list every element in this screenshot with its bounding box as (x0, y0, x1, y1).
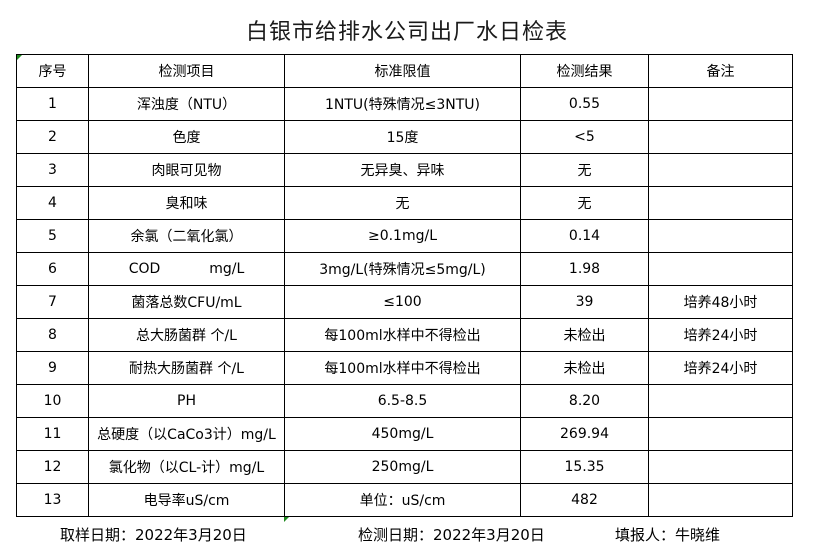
standard-limit-cell: 单位：uS/cm (284, 483, 521, 517)
test-result-cell: 15.35 (520, 450, 649, 484)
standard-limit-cell: 6.5-8.5 (284, 384, 521, 418)
table-row: 9 耐热大肠菌群 个/L 每100ml水样中不得检出 未检出 培养24小时 (16, 351, 793, 385)
column-header: 序号 (16, 54, 89, 88)
remark-cell (648, 450, 793, 484)
remark-cell (648, 219, 793, 253)
table-row: 2 色度 15度 <5 (16, 120, 793, 154)
remark-cell (648, 417, 793, 451)
table-row: 1 浑浊度（NTU） 1NTU(特殊情况≤3NTU) 0.55 (16, 87, 793, 121)
row-number-cell: 2 (16, 120, 89, 154)
row-number-cell: 12 (16, 450, 89, 484)
remark-cell (648, 153, 793, 187)
test-item-cell: 余氯（二氧化氯） (88, 219, 285, 253)
standard-limit-cell: 15度 (284, 120, 521, 154)
test-result-cell: 未检出 (520, 318, 649, 352)
column-header: 检测项目 (88, 54, 285, 88)
table-row: 11 总硬度（以CaCo3计）mg/L 450mg/L 269.94 (16, 417, 793, 451)
table-row: 6 COD mg/L 3mg/L(特殊情况≤5mg/L) 1.98 (16, 252, 793, 286)
test-result-cell: 0.14 (520, 219, 649, 253)
test-item-cell: 浑浊度（NTU） (88, 87, 285, 121)
row-number-cell: 11 (16, 417, 89, 451)
cell-marker (284, 517, 289, 522)
standard-limit-cell: ≥0.1mg/L (284, 219, 521, 253)
table-row: 10 PH 6.5-8.5 8.20 (16, 384, 793, 418)
row-number-cell: 4 (16, 186, 89, 220)
test-result-cell: 无 (520, 153, 649, 187)
test-item-cell: 电导率uS/cm (88, 483, 285, 517)
standard-limit-cell: 每100ml水样中不得检出 (284, 318, 521, 352)
test-item-cell: 耐热大肠菌群 个/L (88, 351, 285, 385)
inspection-table: 序号 检测项目 标准限值 检测结果 备注 1 浑浊度（NTU） 1NTU(特殊情况≤3NTU… (16, 54, 793, 517)
test-result-cell: 8.20 (520, 384, 649, 418)
row-number-cell: 3 (16, 153, 89, 187)
standard-limit-cell: 1NTU(特殊情况≤3NTU) (284, 87, 521, 121)
row-number-cell: 5 (16, 219, 89, 253)
table-row: 12 氯化物（以CL-计）mg/L 250mg/L 15.35 (16, 450, 793, 484)
test-result-cell: 0.55 (520, 87, 649, 121)
remark-cell (648, 186, 793, 220)
table-row: 4 臭和味无无 (16, 186, 793, 220)
test-result-cell: <5 (520, 120, 649, 154)
test-item-cell: COD mg/L (88, 252, 285, 286)
standard-limit-cell: 250mg/L (284, 450, 521, 484)
report-title: 白银市给排水公司出厂水日检表 (245, 20, 568, 45)
remark-cell (648, 384, 793, 418)
row-number-cell: 13 (16, 483, 89, 517)
test-item-cell: 肉眼可见物 (88, 153, 285, 187)
test-item-cell: 氯化物（以CL-计）mg/L (88, 450, 285, 484)
column-header: 检测结果 (520, 54, 649, 88)
reporter: 填报人：牛晓维 (615, 526, 721, 544)
test-item-cell: 总大肠菌群 个/L (88, 318, 285, 352)
standard-limit-cell: 450mg/L (284, 417, 521, 451)
remark-cell: 培养24小时 (648, 351, 793, 385)
sample-date: 取样日期：2022年3月20日 (60, 526, 247, 544)
table-row: 3 肉眼可见物 无异臭、异味无 (16, 153, 793, 187)
row-number-cell: 9 (16, 351, 89, 385)
table-header-row: 序号 检测项目 标准限值 检测结果 备注 (16, 54, 793, 88)
table-row: 8 总大肠菌群 个/L 每100ml水样中不得检出 未检出 培养24小时 (16, 318, 793, 352)
standard-limit-cell: 3mg/L(特殊情况≤5mg/L) (284, 252, 521, 286)
test-item-cell: 总硬度（以CaCo3计）mg/L (88, 417, 285, 451)
row-number-cell: 7 (16, 285, 89, 319)
test-result-cell: 1.98 (520, 252, 649, 286)
remark-cell: 培养48小时 (648, 285, 793, 319)
test-result-cell: 39 (520, 285, 649, 319)
remark-cell (648, 483, 793, 517)
test-result-cell: 269.94 (520, 417, 649, 451)
standard-limit-cell: 无 (284, 186, 521, 220)
column-header: 备注 (648, 54, 793, 88)
remark-cell: 培养24小时 (648, 318, 793, 352)
row-number-cell: 10 (16, 384, 89, 418)
row-number-cell: 6 (16, 252, 89, 286)
standard-limit-cell: ≤100 (284, 285, 521, 319)
standard-limit-cell: 无异臭、异味 (284, 153, 521, 187)
test-result-cell: 无 (520, 186, 649, 220)
table-row: 13 电导率uS/cm 单位：uS/cm 482 (16, 483, 793, 517)
test-date: 检测日期：2022年3月20日 (358, 526, 545, 544)
remark-cell (648, 120, 793, 154)
test-item-cell: PH (88, 384, 285, 418)
table-row: 5 余氯（二氧化氯） ≥0.1mg/L 0.14 (16, 219, 793, 253)
remark-cell (648, 252, 793, 286)
standard-limit-cell: 每100ml水样中不得检出 (284, 351, 521, 385)
remark-cell (648, 87, 793, 121)
test-result-cell: 未检出 (520, 351, 649, 385)
table-row: 7 菌落总数CFU/mL ≤100 39 培养48小时 (16, 285, 793, 319)
test-result-cell: 482 (520, 483, 649, 517)
column-header: 标准限值 (284, 54, 521, 88)
test-item-cell: 臭和味 (88, 186, 285, 220)
test-item-cell: 色度 (88, 120, 285, 154)
test-item-cell: 菌落总数CFU/mL (88, 285, 285, 319)
row-number-cell: 1 (16, 87, 89, 121)
row-number-cell: 8 (16, 318, 89, 352)
